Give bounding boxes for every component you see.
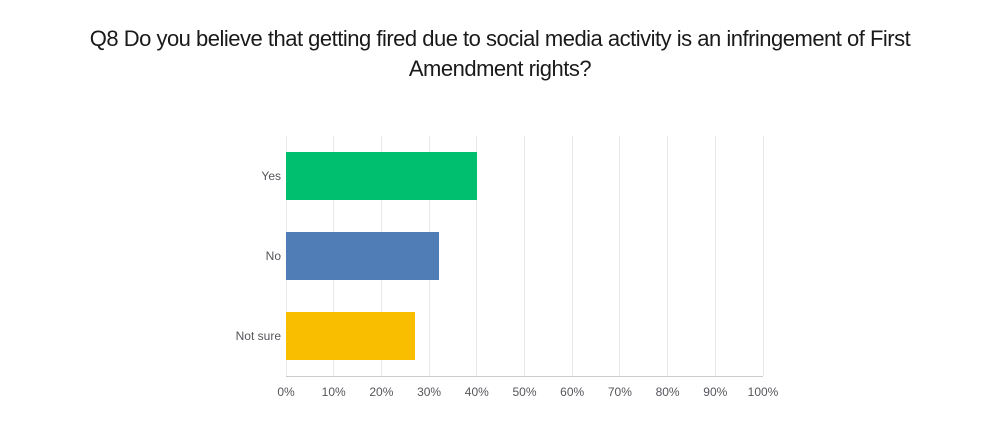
gridline — [476, 136, 478, 376]
x-axis-tick-label: 70% — [607, 385, 632, 399]
bar-not-sure — [286, 311, 415, 361]
gridline — [714, 136, 716, 376]
category-label: Not sure — [235, 328, 281, 343]
bar-no — [286, 231, 439, 281]
chart-title-line-1: Q8 Do you believe that getting fired due… — [89, 26, 911, 51]
x-axis-tick-label: 0% — [277, 385, 295, 399]
gridline — [571, 136, 573, 376]
bar-row: No — [266, 216, 763, 296]
category-label: Yes — [261, 168, 281, 183]
x-axis-tick-label: 100% — [747, 385, 779, 399]
gridline — [524, 136, 525, 376]
chart-title-line-2: Amendment rights? — [408, 56, 592, 81]
x-axis-tick-label: 50% — [512, 385, 537, 399]
x-axis-tick-label: 10% — [321, 385, 346, 399]
gridline — [619, 136, 621, 376]
bar-yes — [286, 151, 477, 201]
x-axis-tick-label: 20% — [369, 385, 394, 399]
plot-area: 0% 10% 20% 30% 40% 50% 60% 70% 80% 90% 100% Yes No No… — [236, 136, 778, 399]
bar-row: Yes — [261, 136, 763, 216]
chart-title: Q8 Do you believe that getting fired due… — [0, 24, 1000, 84]
bar-row: Not sure — [236, 296, 763, 376]
gridline — [667, 136, 669, 376]
x-axis-tick-label: 30% — [417, 385, 442, 399]
x-axis-tick-label: 40% — [464, 385, 489, 399]
gridline — [762, 136, 764, 376]
x-axis-tick-label: 80% — [655, 385, 680, 399]
category-label: No — [265, 248, 281, 263]
x-axis-tick-label: 90% — [703, 385, 728, 399]
x-axis-tick-label: 60% — [560, 385, 585, 399]
